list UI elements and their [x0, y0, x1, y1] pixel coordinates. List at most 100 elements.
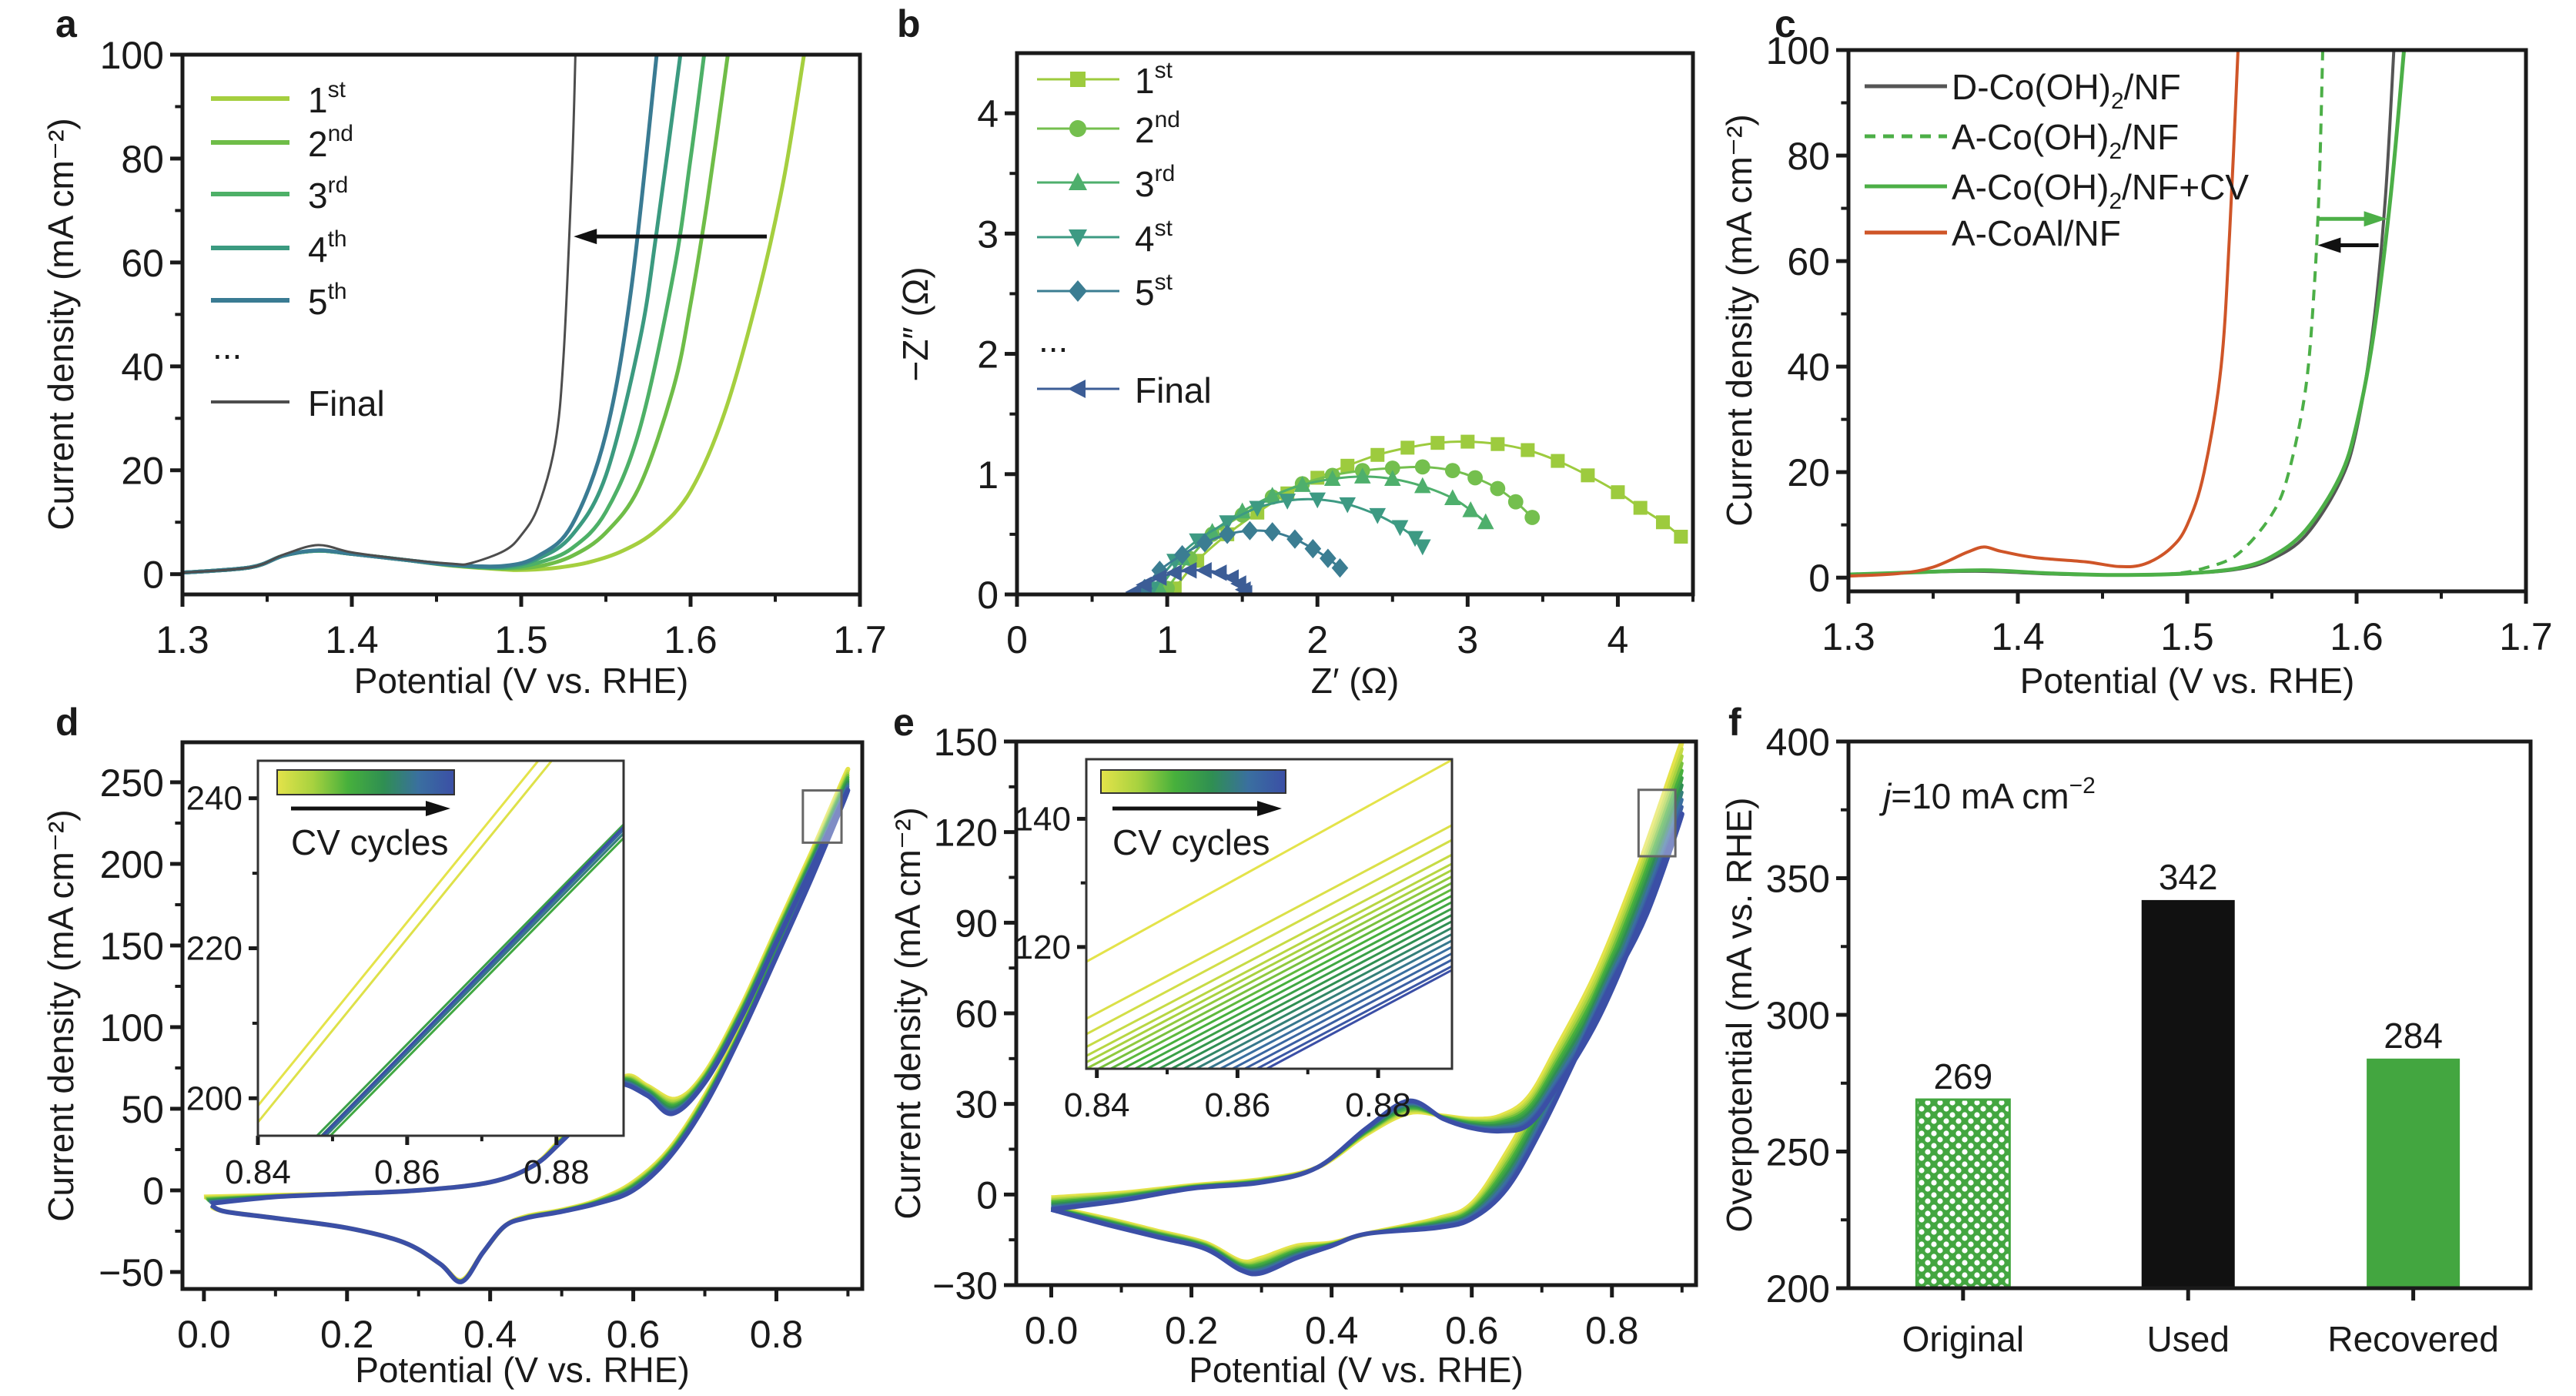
legend-label-base: 4 — [308, 229, 328, 269]
legend-label-sup: st — [1155, 216, 1173, 241]
legend-label-sup: nd — [328, 121, 353, 146]
legend-label-sub: 2 — [2109, 189, 2122, 214]
circle-marker — [1467, 470, 1483, 486]
circle-marker — [1414, 459, 1430, 475]
annotation-sup: −2 — [2069, 773, 2096, 798]
y-tick-label: 60 — [121, 242, 164, 285]
inset-cycle-line — [1108, 888, 1452, 1069]
x-tick-label: 3 — [1457, 618, 1478, 661]
triangle-down-marker — [1414, 539, 1431, 556]
y-tick-label: 100 — [100, 34, 164, 77]
legend-label: 1st — [1135, 58, 1173, 101]
triangle-down-marker — [1309, 492, 1326, 509]
diamond-marker — [1069, 280, 1087, 302]
y-tick-label: 250 — [100, 762, 164, 805]
x-tick-label: 0 — [1006, 618, 1028, 661]
inset-cycle-line — [1086, 875, 1452, 1069]
y-tick-label: 300 — [1766, 994, 1830, 1037]
legend-label-sup: rd — [1155, 161, 1176, 186]
inset-cycle-line — [1120, 894, 1452, 1069]
square-marker — [1070, 72, 1086, 87]
legend-label: A-Co(OH)2/NF — [1952, 117, 2179, 164]
legend-label-base: 2 — [308, 124, 328, 164]
y-tick-label: 50 — [121, 1088, 164, 1131]
y-tick-label: 150 — [934, 721, 998, 764]
y-tick-label: 400 — [1766, 721, 1830, 764]
legend-label: Final — [308, 383, 385, 423]
triangle-left-marker — [1196, 561, 1212, 579]
y-tick-label: 100 — [1766, 29, 1830, 72]
x-tick-label: 1.3 — [156, 618, 209, 661]
inset-cycle-line — [258, 761, 554, 1123]
series-group — [1848, 50, 2407, 578]
inset-cycle-line — [1086, 839, 1452, 1036]
series-group — [1050, 742, 1684, 1277]
x-tick-label: 0.2 — [1165, 1309, 1219, 1352]
y-tick-label: 20 — [1787, 451, 1830, 494]
x-tick-label: 1.3 — [1822, 615, 1875, 658]
legend-label: 3rd — [308, 172, 348, 216]
plot-frame — [1015, 51, 1695, 597]
x-tick-label: 0.8 — [750, 1313, 804, 1356]
legend-label-suffix: /NF — [2124, 67, 2181, 107]
inset-cycle-line — [1086, 759, 1452, 963]
x-axis-label: Potential (V vs. RHE) — [355, 1350, 690, 1390]
x-tick-label: 1.5 — [494, 618, 548, 661]
y-axis-label: −Z″ (Ω) — [895, 266, 935, 381]
series-line-3 — [1848, 50, 2407, 577]
x-tick-label: 1.7 — [2499, 615, 2553, 658]
y-tick-label: 0 — [142, 1170, 164, 1213]
triangle-down-marker — [1219, 515, 1236, 531]
square-marker — [1633, 500, 1648, 515]
inset-cycle-line — [1264, 969, 1452, 1069]
x-category-label: Recovered — [2327, 1319, 2498, 1359]
circle-marker — [1524, 510, 1541, 525]
inset-lines — [258, 761, 624, 1136]
legend-label-base: 3 — [308, 176, 328, 216]
y-tick-label: 120 — [1015, 929, 1071, 966]
triangle-left-marker — [1210, 564, 1227, 581]
series-line-final — [182, 55, 577, 574]
legend-label-base: 4 — [1135, 219, 1155, 259]
y-tick-label: 80 — [121, 138, 164, 181]
y-tick-label: 20 — [121, 450, 164, 493]
legend-label-sup: nd — [1155, 107, 1180, 132]
y-tick-label: 40 — [1787, 346, 1830, 389]
bar-recovered — [2367, 1058, 2461, 1288]
legend-label: D-Co(OH)2/NF — [1952, 67, 2181, 114]
panel-a: a 1.3 1.4 1.5 1.6 1.7 0 20 40 60 80 100 Potential (V… — [41, 2, 887, 701]
inset-cycle-line — [315, 823, 624, 1136]
y-tick-label: 40 — [121, 346, 164, 389]
legend-label: 4th — [308, 226, 347, 269]
shift-arrow-forward-head — [2364, 211, 2387, 227]
triangle-down-marker — [1391, 520, 1409, 537]
triangle-up-marker — [1477, 513, 1494, 530]
series-line-4 — [182, 55, 683, 575]
legend-label-sup: rd — [328, 172, 349, 198]
square-marker — [1400, 440, 1415, 455]
triangle-down-marker — [1069, 229, 1087, 247]
legend-label-base: 2 — [1135, 110, 1155, 150]
x-tick-label: 0.86 — [1205, 1086, 1271, 1124]
inset-cycle-line — [258, 761, 540, 1106]
circle-marker — [1490, 480, 1506, 497]
x-tick-label: 0.4 — [1305, 1309, 1359, 1352]
legend-ellipsis: ... — [1039, 320, 1068, 360]
x-axis-label: Potential (V vs. RHE) — [2020, 661, 2355, 701]
legend-label: 2nd — [308, 121, 353, 164]
plot-frame — [180, 740, 865, 1291]
legend: D-Co(OH)2/NFA-Co(OH)2/NFA-Co(OH)2/NF+CVA… — [1865, 67, 2249, 253]
series-line-4 — [1848, 50, 2240, 578]
x-tick-label: 1.4 — [325, 618, 379, 661]
cycles-arrow-head — [1257, 801, 1282, 816]
diamond-marker — [1196, 533, 1213, 553]
last-cycle-line — [209, 788, 851, 1284]
x-category-label: Original — [1902, 1319, 2025, 1359]
y-tick-label: 250 — [1766, 1131, 1830, 1174]
x-tick-label: 1.7 — [833, 618, 887, 661]
triangle-left-marker — [1180, 561, 1197, 579]
y-tick-label: −50 — [99, 1251, 164, 1294]
diamond-marker — [1304, 539, 1322, 559]
triangle-up-marker — [1414, 477, 1431, 494]
